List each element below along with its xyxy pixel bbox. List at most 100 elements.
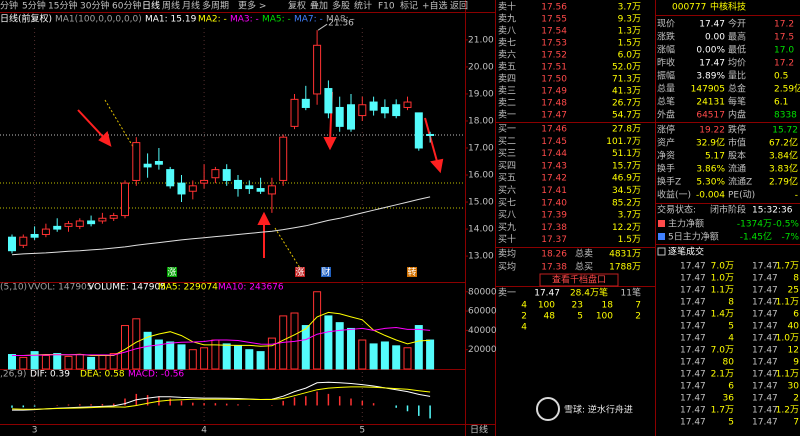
book-volume: 15.7万 <box>612 161 641 171</box>
book-label: 买九 <box>498 222 516 233</box>
candle-body <box>403 101 412 108</box>
toolbar-tab[interactable]: 分钟 <box>0 0 18 12</box>
fund-value: -0.004 <box>696 191 725 201</box>
book-label: 总买 <box>575 261 593 273</box>
legend-label: MA3: - <box>230 15 259 25</box>
fund-label: 流通 <box>728 163 746 175</box>
tick-volume: 5 <box>728 322 734 332</box>
depth-count: 11笔 <box>621 287 641 299</box>
watermark: 雪球: 逆水行舟进 <box>564 404 633 416</box>
book-label: 卖八 <box>498 26 516 37</box>
tick-volume: 8 <box>728 298 734 308</box>
high-label: 21.36 <box>328 19 354 29</box>
status-time: 15:32:36 <box>752 206 793 216</box>
volume-bar <box>392 345 401 370</box>
quote-value: 17.0 <box>774 46 794 56</box>
toolbar-tab[interactable]: 周线 <box>162 0 180 12</box>
toolbar-tab[interactable]: 统计 <box>354 0 372 12</box>
y-tick-label: 18.00 <box>468 116 494 126</box>
toolbar-tab[interactable]: 5分钟 <box>22 0 46 12</box>
candle-body <box>41 228 50 235</box>
book-price: 17.38 <box>541 263 567 273</box>
book-volume: 3.7万 <box>618 3 641 13</box>
fund-label: 换手 <box>657 163 675 175</box>
quote-value: 17.47 <box>699 59 725 69</box>
x-tick-label: 5 <box>359 426 365 436</box>
depth-cell: 48 <box>544 312 556 322</box>
quote-value: 17.2 <box>774 59 794 69</box>
volume-bar <box>380 341 389 370</box>
toolbar-tab[interactable]: +自选 <box>422 0 448 12</box>
ticks-title: 逐笔成交 <box>668 246 704 258</box>
volume-bar <box>177 344 186 370</box>
candle-body <box>358 104 367 117</box>
depth-cell: 2 <box>635 312 641 322</box>
quote-label: 总金 <box>728 83 746 95</box>
event-badge <box>321 267 331 277</box>
chart-decorations <box>0 91 465 269</box>
candle-body <box>392 104 401 117</box>
toolbar-tab[interactable]: 30分钟 <box>80 0 109 12</box>
book-price: 17.42 <box>541 174 567 184</box>
depth-button-label[interactable]: 查看千档盘口 <box>552 274 606 286</box>
toolbar-tab[interactable]: 60分钟 <box>112 0 141 12</box>
tick-price: 17.47 <box>680 310 706 320</box>
toolbar-tab[interactable]: 复权 <box>288 0 306 12</box>
book-price: 17.56 <box>541 3 567 13</box>
volume-bar <box>166 341 175 370</box>
book-price: 17.39 <box>541 211 567 221</box>
quote-label: 涨幅 <box>657 44 675 56</box>
volume-bar <box>301 325 310 370</box>
flow-label: 主力净额 <box>668 218 704 230</box>
toolbar-tab[interactable]: 15分钟 <box>48 0 77 12</box>
candle-body <box>301 98 310 108</box>
flow-pct: -0.5% <box>773 220 800 230</box>
toolbar-tab[interactable]: 月线 <box>182 0 200 12</box>
toolbar-tab[interactable]: F10 <box>378 2 395 12</box>
tick-price: 17.47 <box>680 346 706 356</box>
toolbar-tab[interactable]: 多周期 <box>202 0 229 12</box>
book-volume: 54.7万 <box>612 111 641 121</box>
depth-volume: 28.4万笔 <box>570 287 608 299</box>
toolbar-tab[interactable]: 返回 <box>450 0 468 12</box>
quote-value: 6.1 <box>774 98 788 108</box>
depth-cell: 18 <box>602 301 614 311</box>
book-label: 买六 <box>498 184 516 196</box>
flow-label: 5日主力净额 <box>668 231 719 243</box>
tick-price: 17.47 <box>752 394 778 404</box>
candle-body <box>380 106 389 114</box>
y-tick-label: 15.00 <box>468 198 494 208</box>
tick-price: 17.47 <box>680 322 706 332</box>
candle-body <box>75 220 84 227</box>
book-price: 17.37 <box>541 235 567 245</box>
volume-bar <box>222 343 231 370</box>
toolbar-tab[interactable]: 叠加 <box>310 1 328 12</box>
book-price: 17.44 <box>541 149 567 159</box>
y-tick-label: 14.00 <box>468 225 494 235</box>
tick-price: 17.47 <box>752 334 778 344</box>
legend-label: MACD: -0.56 <box>128 370 184 380</box>
tick-price: 17.47 <box>680 286 706 296</box>
fund-label: 股本 <box>728 150 746 162</box>
book-price: 18.26 <box>541 250 567 260</box>
dea-line <box>11 386 431 410</box>
event-label: 转 <box>407 266 416 278</box>
depth-cell: 23 <box>572 301 583 311</box>
volume-bar <box>98 354 107 370</box>
tick-volume: 6 <box>793 310 799 320</box>
quote-value: 24131 <box>696 98 725 108</box>
book-volume: 46.9万 <box>612 174 641 184</box>
toolbar-tab[interactable]: 标记 <box>400 0 418 12</box>
depth-button[interactable] <box>539 273 619 287</box>
tick-volume: 7 <box>793 418 799 428</box>
tick-volume: 1.7万 <box>776 262 799 272</box>
book-volume: 27.8万 <box>612 125 641 135</box>
toolbar-tab[interactable]: 多股 <box>332 0 350 12</box>
depth-cell: 100 <box>596 312 613 322</box>
toolbar-tab[interactable]: 日线 <box>142 0 160 12</box>
tick-price: 17.47 <box>680 334 706 344</box>
toolbar-tab[interactable]: 更多 > <box>238 0 266 12</box>
stock-name: 中核科技 <box>710 1 746 13</box>
volume-bar <box>313 291 322 370</box>
volume-bar <box>41 354 50 370</box>
